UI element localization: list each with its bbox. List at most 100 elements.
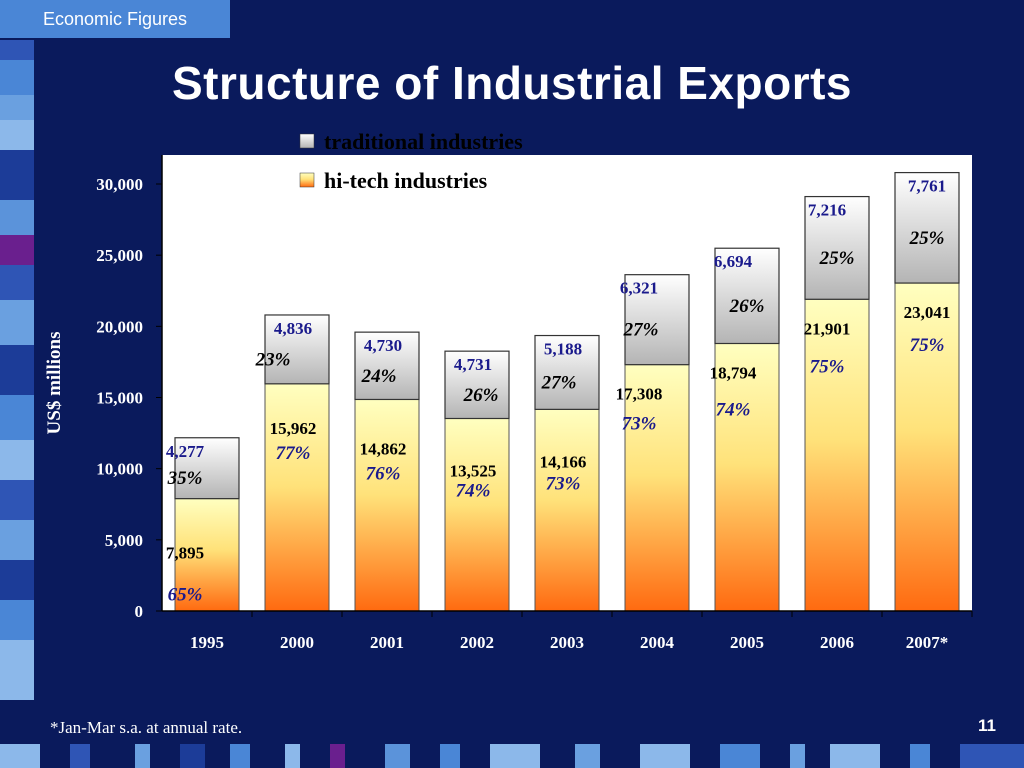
bottom-stripe-block — [440, 744, 460, 768]
bottom-stripe-block — [490, 744, 540, 768]
traditional-share-label: 23% — [255, 349, 291, 370]
bottom-stripe-block — [790, 744, 805, 768]
legend-label: traditional industries — [324, 129, 523, 154]
left-stripe-block — [0, 440, 34, 480]
hitech-value-label: 23,041 — [904, 303, 951, 322]
bottom-stripe-block — [230, 744, 250, 768]
left-stripe-block — [0, 345, 34, 395]
left-stripe-block — [0, 235, 34, 265]
bottom-stripe-block — [385, 744, 410, 768]
y-axis-label: US$ millions — [44, 332, 65, 435]
hitech-value-label: 14,862 — [360, 439, 407, 458]
hitech-value-label: 15,962 — [270, 419, 317, 438]
left-stripe-block — [0, 60, 34, 95]
traditional-share-label: 27% — [623, 320, 659, 341]
bar-hitech — [714, 342, 780, 612]
left-stripe-block — [0, 265, 34, 300]
y-tick-label: 0 — [135, 602, 144, 621]
bottom-stripe-block — [0, 744, 40, 768]
bar-traditional — [894, 171, 960, 284]
hitech-share-label: 73% — [622, 414, 657, 435]
bar-traditional — [444, 350, 510, 420]
y-tick-label: 20,000 — [96, 317, 143, 336]
bar-traditional — [714, 247, 780, 345]
section-tag: Economic Figures — [0, 0, 230, 38]
x-tick-label: 2002 — [460, 633, 494, 652]
left-stripe-block — [0, 150, 34, 200]
left-stripe-block — [0, 600, 34, 640]
left-stripe-block — [0, 395, 34, 440]
traditional-share-label: 35% — [167, 468, 203, 489]
bottom-stripe-block — [135, 744, 150, 768]
bottom-stripe-block — [180, 744, 205, 768]
hitech-share-label: 74% — [716, 399, 751, 420]
traditional-share-label: 26% — [729, 296, 765, 317]
left-stripe-block — [0, 300, 34, 345]
left-stripe-block — [0, 40, 34, 60]
traditional-value-label: 4,836 — [274, 319, 312, 338]
legend-swatch — [299, 172, 315, 188]
y-tick-label: 5,000 — [105, 531, 143, 550]
hitech-value-label: 13,525 — [450, 461, 497, 480]
y-tick-label: 10,000 — [96, 460, 143, 479]
traditional-share-label: 24% — [361, 366, 397, 387]
hitech-share-label: 77% — [276, 443, 311, 464]
bar-hitech — [894, 282, 960, 612]
x-tick-label: 2005 — [730, 633, 764, 652]
traditional-share-label: 26% — [463, 385, 499, 406]
hitech-share-label: 75% — [910, 335, 945, 356]
bar-traditional — [264, 314, 330, 385]
bottom-stripe-block — [720, 744, 760, 768]
traditional-value-label: 4,731 — [454, 355, 492, 374]
bar-traditional — [354, 331, 420, 401]
bottom-stripe-block — [910, 744, 930, 768]
left-stripe-block — [0, 520, 34, 560]
footnote: *Jan-Mar s.a. at annual rate. — [50, 718, 243, 737]
traditional-value-label: 4,730 — [364, 336, 402, 355]
hitech-value-label: 17,308 — [616, 385, 663, 404]
bottom-stripe-block — [640, 744, 690, 768]
y-tick-label: 30,000 — [96, 175, 143, 194]
page-number: 11 — [978, 716, 996, 735]
x-tick-label: 2006 — [820, 633, 854, 652]
bar-traditional — [624, 274, 690, 366]
left-stripe-block — [0, 95, 34, 120]
bar-hitech — [264, 383, 330, 612]
hitech-value-label: 18,794 — [710, 363, 757, 382]
hitech-value-label: 7,895 — [166, 544, 204, 563]
bar-hitech — [804, 298, 870, 612]
x-tick-label: 2004 — [640, 633, 675, 652]
x-tick-label: 2007* — [906, 633, 949, 652]
x-tick-label: 2003 — [550, 633, 584, 652]
traditional-value-label: 7,216 — [808, 201, 846, 220]
hitech-share-label: 76% — [366, 463, 401, 484]
bottom-stripe-block — [70, 744, 90, 768]
x-tick-label: 1995 — [190, 633, 224, 652]
bar-hitech — [354, 398, 420, 612]
traditional-value-label: 4,277 — [166, 442, 205, 461]
left-stripe-block — [0, 120, 34, 150]
traditional-value-label: 7,761 — [908, 177, 946, 196]
bottom-stripe-block — [575, 744, 600, 768]
left-stripe-block — [0, 560, 34, 600]
traditional-share-label: 25% — [819, 248, 855, 269]
legend-swatch — [299, 133, 315, 149]
y-tick-label: 25,000 — [96, 246, 143, 265]
traditional-share-label: 27% — [541, 372, 577, 393]
slide-title: Structure of Industrial Exports — [171, 57, 853, 109]
x-tick-label: 2000 — [280, 633, 314, 652]
bottom-stripe-block — [330, 744, 345, 768]
bar-hitech — [444, 417, 510, 612]
left-stripe-block — [0, 640, 34, 700]
x-tick-label: 2001 — [370, 633, 404, 652]
bar-hitech — [534, 408, 600, 612]
left-stripe-block — [0, 200, 34, 235]
bar-traditional — [804, 195, 870, 300]
bottom-stripe-block — [285, 744, 300, 768]
hitech-share-label: 74% — [456, 480, 491, 501]
hitech-share-label: 73% — [546, 473, 581, 494]
bar-hitech — [624, 364, 690, 612]
bar-traditional — [174, 437, 240, 500]
